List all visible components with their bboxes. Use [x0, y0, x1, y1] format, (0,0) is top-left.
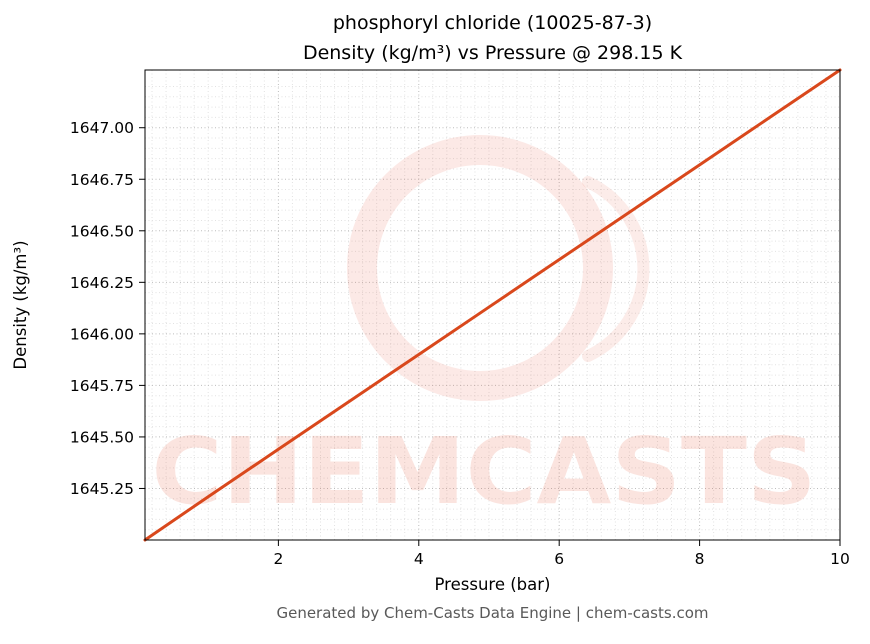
chart-title-line1: phosphoryl chloride (10025-87-3): [332, 12, 653, 34]
minor-gridlines: [145, 70, 840, 540]
y-tick-label: 1647.00: [70, 119, 134, 137]
axes-frame: [144, 69, 841, 541]
y-tick-label: 1646.00: [70, 325, 134, 343]
chart-title: phosphoryl chloride (10025-87-3) Density…: [105, 8, 870, 68]
x-tick-label: 10: [830, 550, 850, 568]
y-tick-label: 1646.25: [70, 274, 134, 292]
y-tick-label: 1646.75: [70, 171, 134, 189]
x-tick-label: 6: [554, 550, 564, 568]
watermark-text: CHEMCASTS: [152, 418, 817, 525]
tick-labels: 2 4 6 8 10 1645.25 1645.50 1645.75 1646.00 1646.2…: [70, 119, 850, 568]
y-tick-label: 1645.50: [70, 428, 134, 446]
tick-marks: [139, 127, 841, 546]
y-tick-label: 1646.50: [70, 222, 134, 240]
x-axis-label: Pressure (bar): [435, 575, 551, 594]
footer-credit: Generated by Chem-Casts Data Engine | ch…: [276, 604, 709, 622]
major-gridlines: [145, 70, 841, 540]
watermark-ring-icon: [347, 135, 613, 401]
x-tick-label: 8: [695, 550, 705, 568]
y-axis-label: Density (kg/m³): [11, 240, 30, 369]
x-tick-label: 4: [414, 550, 424, 568]
y-tick-label: 1645.75: [70, 377, 134, 395]
watermark-ring-inner-icon: [582, 176, 650, 362]
x-tick-label: 2: [273, 550, 283, 568]
chart-title-line2: Density (kg/m³) vs Pressure @ 298.15 K: [302, 42, 683, 64]
density-line: [143, 68, 842, 542]
y-tick-label: 1645.25: [70, 480, 134, 498]
